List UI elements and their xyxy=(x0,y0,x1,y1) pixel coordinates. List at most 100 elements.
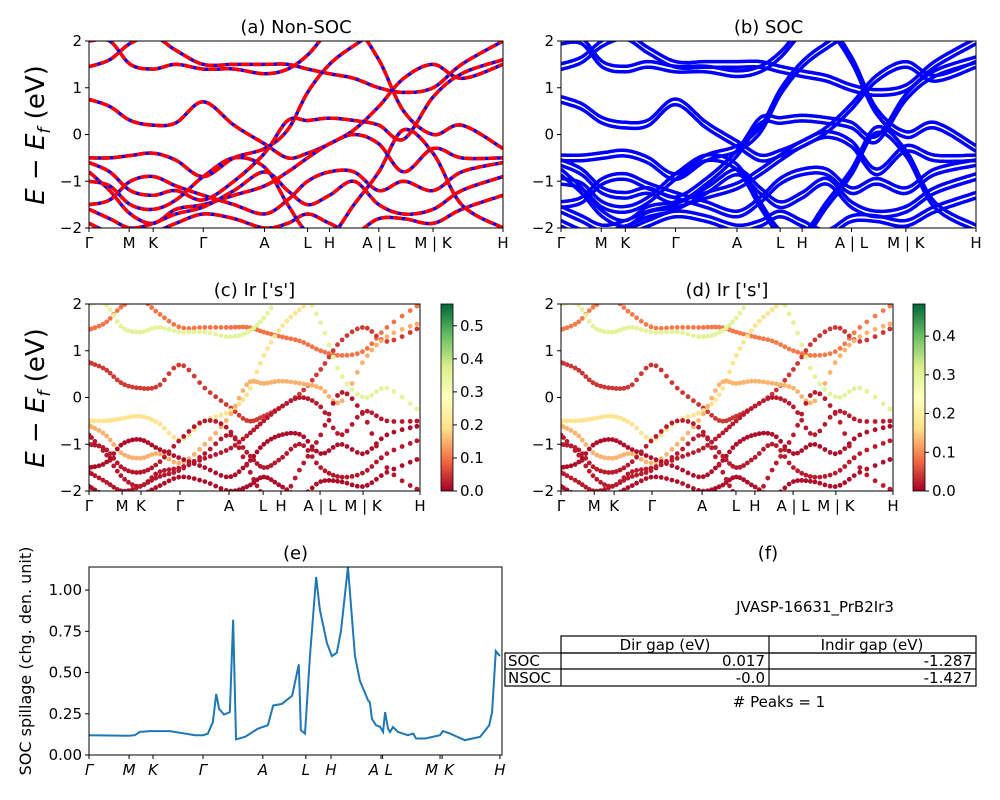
projection-point xyxy=(583,442,589,447)
projection-point xyxy=(561,471,566,477)
projection-point xyxy=(318,432,324,438)
projection-point xyxy=(857,451,863,456)
projection-point xyxy=(257,445,263,451)
projection-point xyxy=(171,453,177,458)
projection-point xyxy=(700,325,706,330)
projection-point xyxy=(787,294,792,299)
projection-point xyxy=(314,460,319,466)
projection-point xyxy=(141,414,147,420)
projection-point xyxy=(782,304,788,308)
projection-point xyxy=(737,330,743,336)
axes-frame xyxy=(88,566,503,756)
projection-point xyxy=(130,469,135,475)
projection-point xyxy=(265,475,270,481)
projection-point xyxy=(669,329,675,335)
projection-point xyxy=(857,469,863,475)
projection-point xyxy=(254,424,260,430)
projection-point xyxy=(586,468,592,474)
projection-point xyxy=(709,412,714,418)
projection-point xyxy=(625,451,631,456)
projection-point xyxy=(384,385,390,391)
projection-point xyxy=(617,440,623,445)
projection-point xyxy=(795,349,800,355)
projection-point xyxy=(847,292,852,297)
projection-point xyxy=(100,430,106,436)
projection-point xyxy=(795,361,800,366)
projection-point xyxy=(223,424,229,430)
projection-point xyxy=(864,292,869,297)
projection-point xyxy=(737,475,743,481)
projection-point xyxy=(842,410,848,416)
projection-point xyxy=(247,469,253,475)
projection-point xyxy=(842,341,848,347)
y-tick-label: −2 xyxy=(532,219,554,237)
projection-point xyxy=(705,436,710,442)
projection-point xyxy=(305,396,311,402)
projection-point xyxy=(364,408,370,414)
projection-point xyxy=(741,339,746,345)
projection-point xyxy=(837,325,843,331)
projection-point xyxy=(244,382,250,388)
projection-point xyxy=(223,474,229,480)
projection-point xyxy=(344,444,350,449)
projection-point xyxy=(378,338,384,344)
projection-point xyxy=(344,474,350,480)
projection-point xyxy=(228,488,234,491)
band-line-dashed xyxy=(89,193,503,228)
projection-point xyxy=(228,408,234,413)
projection-point xyxy=(232,472,238,478)
projection-point xyxy=(733,353,739,358)
projection-point xyxy=(114,468,120,474)
projection-point xyxy=(407,330,413,335)
projection-point xyxy=(301,304,307,309)
projection-point xyxy=(257,319,263,325)
projection-point xyxy=(713,388,718,393)
projection-point xyxy=(857,292,862,297)
projection-point xyxy=(323,291,328,296)
projection-point xyxy=(617,453,623,459)
projection-point xyxy=(114,446,120,452)
projection-point xyxy=(305,448,311,453)
projection-point xyxy=(653,465,659,471)
projection-point xyxy=(122,488,127,491)
projection-point xyxy=(292,475,298,481)
projection-point xyxy=(586,446,592,452)
projection-point xyxy=(107,437,113,443)
projection-point xyxy=(709,324,714,330)
projection-point xyxy=(171,322,177,327)
projection-point xyxy=(292,337,298,343)
projection-point xyxy=(720,328,726,333)
projection-point xyxy=(364,395,370,400)
projection-point xyxy=(625,445,631,450)
projection-point xyxy=(887,406,893,412)
y-tick-label: 0 xyxy=(544,389,554,407)
projection-point xyxy=(399,444,405,449)
projection-point xyxy=(782,485,788,491)
projection-point xyxy=(349,381,355,386)
projection-point xyxy=(713,416,718,421)
x-tick-label: K xyxy=(444,761,455,779)
projection-point xyxy=(122,326,127,332)
projection-point xyxy=(833,292,838,297)
projection-point xyxy=(716,462,722,468)
x-tick-label: A xyxy=(224,497,235,515)
projection-point xyxy=(137,437,143,442)
projection-point xyxy=(326,470,332,476)
projection-point xyxy=(96,428,102,433)
projection-point xyxy=(857,325,863,330)
projection-point xyxy=(141,455,147,460)
x-tick-label: Γ xyxy=(557,234,566,252)
projection-point xyxy=(141,438,147,444)
projection-point xyxy=(685,441,691,447)
projection-point xyxy=(827,391,833,397)
table-header-dir-gap: Dir gap (eV) xyxy=(620,636,711,654)
projection-point xyxy=(822,422,828,427)
projection-point xyxy=(594,326,600,332)
projection-point xyxy=(705,333,710,339)
projection-point xyxy=(232,436,238,442)
projection-point xyxy=(318,292,323,297)
projection-point xyxy=(817,292,822,297)
band-ylabel-top: E − Ef (eV) xyxy=(21,65,55,205)
soc-band-line xyxy=(561,130,975,228)
